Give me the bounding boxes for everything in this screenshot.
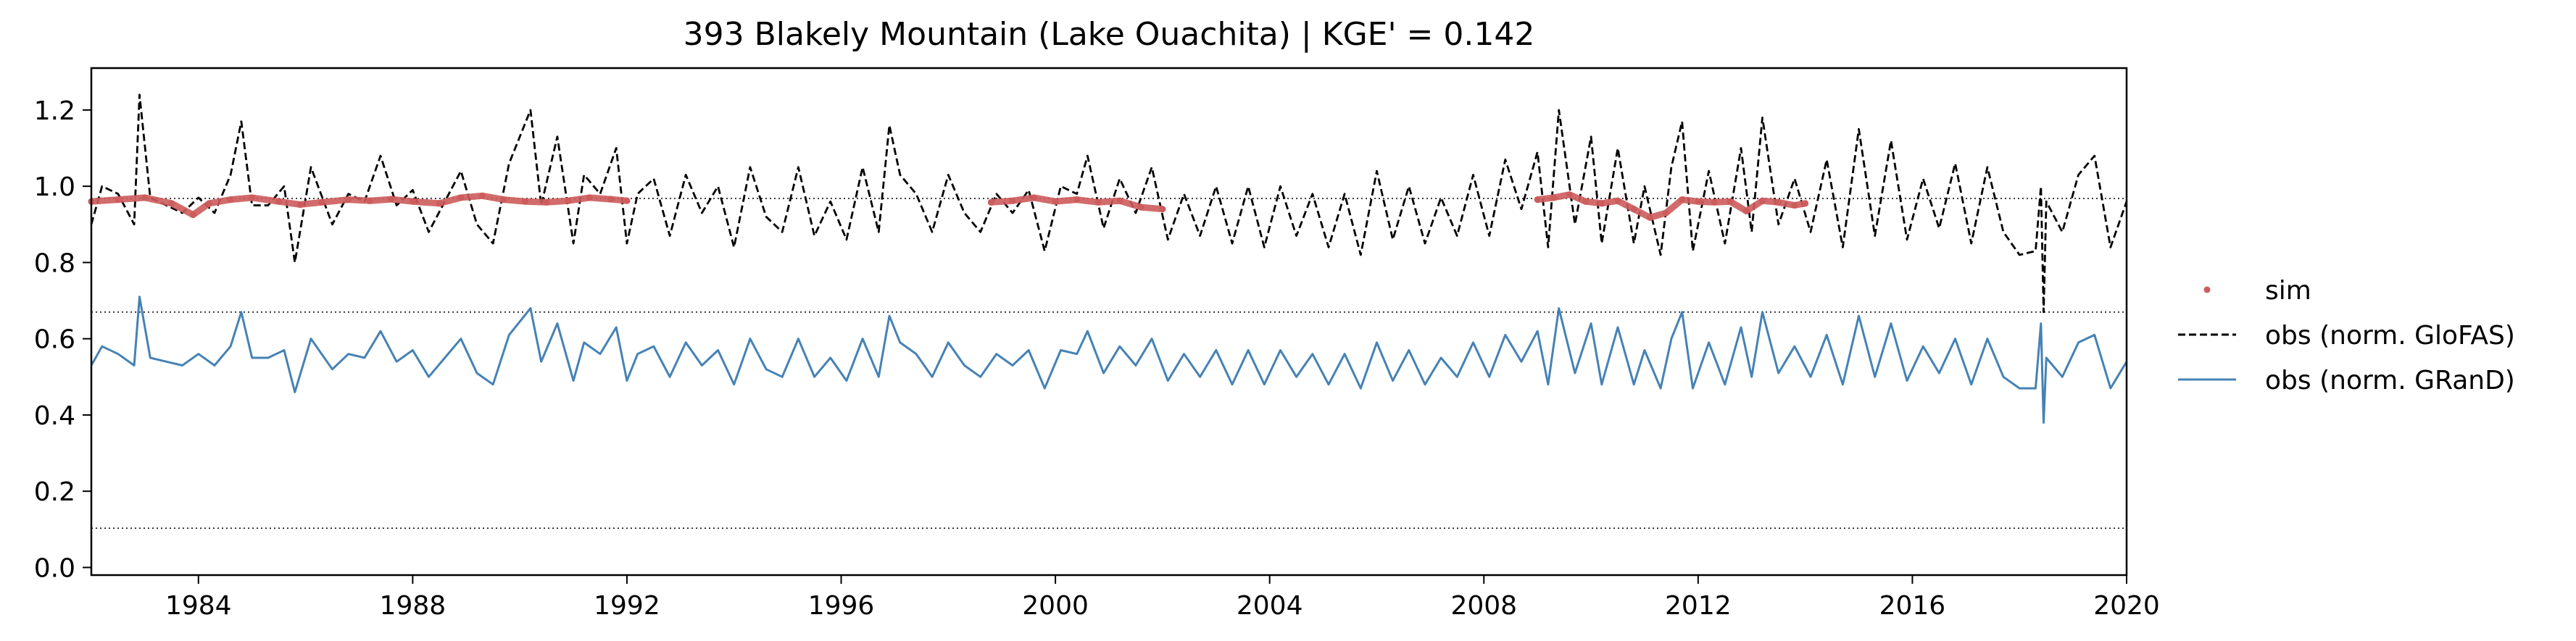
sim-point bbox=[565, 197, 572, 204]
x-tick-label: 1992 bbox=[594, 591, 660, 621]
sim-point bbox=[115, 196, 122, 204]
sim-point bbox=[500, 196, 507, 204]
x-tick-label: 2016 bbox=[1879, 591, 1946, 621]
sim-point bbox=[1009, 197, 1016, 204]
sim-point bbox=[1711, 198, 1718, 206]
y-tick-label: 0.0 bbox=[34, 553, 75, 583]
sim-point bbox=[1550, 194, 1557, 201]
series-line-glofas bbox=[90, 93, 2128, 314]
legend-marker-sim bbox=[2203, 286, 2211, 293]
y-tick-label: 0.6 bbox=[34, 325, 75, 355]
x-tick-label: 2012 bbox=[1665, 591, 1732, 621]
sim-point bbox=[1598, 200, 1605, 207]
legend-label-grand: obs (norm. GRanD) bbox=[2265, 366, 2515, 395]
plot-frame bbox=[90, 67, 2128, 577]
y-tick-label: 1.0 bbox=[34, 172, 75, 202]
x-tick-label: 2008 bbox=[1450, 591, 1517, 621]
sim-point bbox=[1614, 197, 1621, 204]
sim-point bbox=[1159, 206, 1166, 213]
sim-point bbox=[543, 198, 550, 206]
sim-point bbox=[457, 194, 465, 201]
sim-point bbox=[1646, 214, 1653, 221]
sim-point bbox=[296, 201, 304, 208]
sim-point bbox=[409, 198, 416, 205]
sim-point bbox=[1116, 197, 1123, 204]
sim-point bbox=[522, 198, 529, 205]
sim-point bbox=[1695, 198, 1702, 205]
sim-point bbox=[141, 194, 149, 201]
sim-point bbox=[1534, 196, 1541, 204]
sim-point bbox=[1073, 196, 1081, 204]
sim-point bbox=[1031, 194, 1038, 201]
y-tick-label: 0.4 bbox=[34, 401, 75, 431]
y-tick-label: 1.2 bbox=[34, 96, 75, 126]
sim-point bbox=[366, 197, 373, 204]
sim-point bbox=[1759, 197, 1766, 204]
sim-point bbox=[1742, 207, 1750, 214]
y-axis: 0.0 0.2 0.4 0.6 0.8 1.0 1.2 bbox=[34, 96, 91, 583]
legend: sim obs (norm. GloFAS) obs (norm. GRanD) bbox=[2178, 276, 2515, 395]
sim-point bbox=[1791, 201, 1798, 209]
legend-label-sim: sim bbox=[2265, 276, 2311, 306]
sim-point bbox=[478, 192, 486, 199]
sim-point bbox=[586, 194, 593, 201]
sim-point bbox=[607, 196, 615, 203]
sim-point bbox=[388, 196, 395, 203]
y-tick-label: 0.8 bbox=[34, 248, 75, 278]
sim-point bbox=[1679, 196, 1686, 204]
sim-point bbox=[436, 200, 443, 207]
sim-point bbox=[987, 198, 994, 206]
sim-point bbox=[1727, 198, 1734, 205]
x-tick-label: 2020 bbox=[2093, 591, 2160, 621]
sim-point bbox=[1663, 209, 1670, 217]
sim-point bbox=[623, 197, 631, 204]
legend-label-glofas: obs (norm. GloFAS) bbox=[2265, 321, 2515, 351]
sim-point bbox=[1052, 198, 1059, 205]
x-tick-label: 1988 bbox=[380, 591, 446, 621]
sim-point bbox=[1137, 204, 1144, 211]
x-tick-label: 1984 bbox=[165, 591, 232, 621]
sim-point bbox=[227, 196, 234, 204]
chart-title: 393 Blakely Mountain (Lake Ouachita) | K… bbox=[684, 16, 1535, 53]
sim-point bbox=[249, 194, 256, 201]
sim-point bbox=[1775, 198, 1782, 206]
sim-point bbox=[189, 211, 196, 219]
x-tick-label: 2004 bbox=[1237, 591, 1303, 621]
x-axis: 1984 1988 1992 1996 2000 2004 2008 2012 2016 2020 bbox=[165, 575, 2160, 621]
sim-point bbox=[275, 198, 283, 205]
x-tick-label: 2000 bbox=[1022, 591, 1089, 621]
series-line-grand bbox=[90, 296, 2128, 424]
sim-point bbox=[1566, 191, 1573, 198]
sim-point bbox=[345, 196, 352, 204]
sim-point bbox=[206, 200, 213, 207]
sim-point bbox=[168, 200, 175, 207]
sim-point bbox=[1582, 198, 1590, 205]
series-layer bbox=[88, 93, 2128, 424]
sim-point bbox=[318, 198, 325, 206]
sim-point bbox=[1094, 198, 1102, 206]
x-tick-label: 1996 bbox=[808, 591, 875, 621]
sim-point bbox=[1802, 200, 1809, 207]
sim-point bbox=[1630, 206, 1637, 213]
y-tick-label: 0.2 bbox=[34, 477, 75, 507]
